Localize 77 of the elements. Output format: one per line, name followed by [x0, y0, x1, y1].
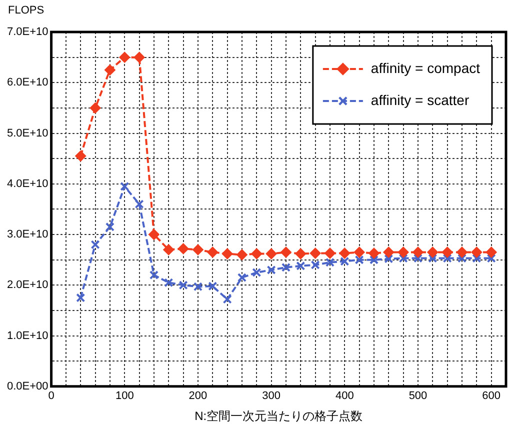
point — [222, 248, 233, 260]
point — [325, 258, 335, 267]
point — [369, 255, 379, 264]
point — [398, 246, 409, 258]
point — [178, 280, 188, 290]
y-tick-label: 7.0E+10 — [6, 26, 48, 38]
y-tick-label: 5.0E+10 — [6, 127, 48, 140]
point — [134, 52, 145, 63]
point — [178, 243, 189, 254]
legend-label: affinity = compact — [370, 60, 480, 76]
point — [120, 182, 130, 191]
x-axis-title: N:空間一次元当たりの格子点数 — [194, 409, 363, 424]
y-axis-title: FLOPS — [8, 4, 44, 17]
point — [266, 265, 276, 274]
point — [457, 254, 467, 263]
point — [236, 249, 248, 260]
point — [354, 246, 365, 258]
point — [164, 278, 174, 288]
point — [412, 246, 424, 258]
point — [295, 248, 306, 260]
point — [310, 248, 321, 259]
point — [383, 246, 394, 258]
point — [486, 246, 497, 258]
point — [207, 246, 218, 258]
point — [442, 246, 453, 258]
point — [119, 52, 130, 63]
y-tick-label: 3.0E+10 — [6, 228, 48, 241]
point — [266, 248, 277, 260]
point — [310, 260, 320, 270]
y-tick-label: 1.0E+10 — [6, 330, 48, 342]
point — [486, 254, 496, 263]
point — [193, 282, 203, 292]
point — [222, 294, 232, 304]
point — [104, 64, 116, 76]
point — [472, 254, 482, 263]
point — [339, 248, 350, 259]
point — [148, 229, 160, 240]
point — [471, 246, 482, 258]
point — [456, 246, 468, 258]
y-tick-label: 2.0E+10 — [6, 279, 48, 292]
point — [90, 102, 101, 114]
y-tick-label: 4.0E+10 — [6, 178, 48, 190]
point — [237, 273, 247, 282]
point — [324, 248, 336, 259]
x-tick-label: 300 — [262, 390, 280, 402]
point — [149, 270, 158, 280]
point — [428, 254, 438, 263]
point — [192, 244, 204, 256]
point — [75, 150, 86, 162]
point — [384, 254, 394, 264]
point — [251, 248, 262, 260]
x-tick-label: 400 — [335, 390, 354, 402]
point — [105, 222, 114, 232]
point — [163, 244, 174, 256]
point — [90, 240, 100, 250]
y-tick-label: 6.0E+10 — [6, 76, 48, 89]
point — [442, 254, 452, 263]
point — [398, 254, 408, 263]
point — [280, 246, 292, 258]
point — [252, 268, 262, 278]
point — [76, 293, 86, 302]
x-tick-label: 600 — [482, 390, 501, 402]
point — [354, 255, 364, 264]
legend-label: affinity = scatter — [370, 92, 470, 108]
point — [208, 282, 218, 291]
y-tick-label: 0.0E+00 — [6, 380, 48, 392]
point — [134, 200, 144, 209]
x-tick-label: 200 — [188, 390, 208, 402]
point — [427, 246, 438, 258]
x-tick-label: 0 — [48, 390, 54, 402]
point — [413, 254, 423, 263]
point — [281, 262, 291, 272]
point — [340, 256, 350, 266]
x-tick-label: 500 — [408, 390, 428, 402]
point — [296, 261, 306, 270]
x-tick-label: 100 — [115, 390, 134, 402]
point — [368, 248, 380, 259]
